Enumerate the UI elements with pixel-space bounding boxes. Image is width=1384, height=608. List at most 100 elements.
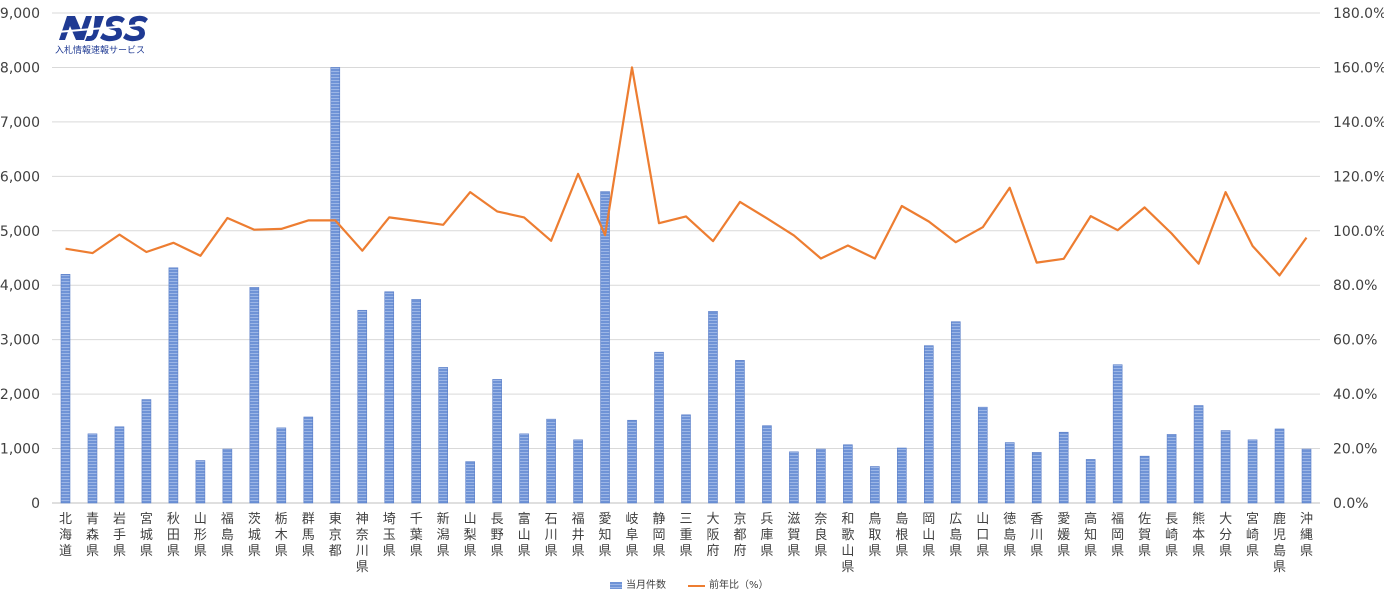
bar xyxy=(843,444,853,504)
bar xyxy=(330,67,341,504)
y-right-tick-label: 140.0% xyxy=(1333,115,1384,131)
bar xyxy=(141,399,152,504)
line-series xyxy=(65,66,1308,277)
bar xyxy=(222,448,233,504)
y-right-tick-label: 40.0% xyxy=(1333,387,1377,403)
bar xyxy=(1274,428,1285,504)
y-right-tick-label: 100.0% xyxy=(1333,224,1384,240)
bar xyxy=(357,309,368,504)
x-category-label: 秋田県 xyxy=(167,512,180,559)
x-category-label: 東京都 xyxy=(329,511,342,559)
legend-bar-swatch xyxy=(610,582,622,589)
y-right-tick-label: 120.0% xyxy=(1333,169,1384,185)
bar xyxy=(924,345,934,504)
x-category-label: 山口県 xyxy=(976,512,989,559)
x-category-label: 滋賀県 xyxy=(787,512,800,559)
bar xyxy=(411,299,422,504)
bar xyxy=(438,367,448,504)
bar xyxy=(276,427,287,504)
x-category-label: 新潟県 xyxy=(437,511,450,559)
bar xyxy=(950,321,961,504)
x-category-label: 三重県 xyxy=(679,512,692,559)
category-labels: 北海道 青森県 岩手県 宮城県 秋田県 山形県 福島県 茨城県 栃木県 群馬県 東京都 神奈川県 埼玉県… xyxy=(59,511,1313,575)
logo-mark xyxy=(56,15,153,42)
bar xyxy=(1004,442,1015,504)
x-category-label: 大分県 xyxy=(1219,512,1232,559)
bar xyxy=(303,416,314,504)
bar xyxy=(627,419,637,504)
bar xyxy=(681,414,691,504)
x-category-label: 長野県 xyxy=(491,512,504,559)
line-series-path xyxy=(65,66,1308,277)
bar xyxy=(168,267,179,504)
bar xyxy=(816,448,826,504)
y-left-tick-label: 0 xyxy=(31,496,40,512)
y-left-tick-label: 2,000 xyxy=(0,387,40,403)
bar xyxy=(1139,455,1150,504)
bar xyxy=(977,406,988,504)
bar xyxy=(195,460,206,504)
x-category-label: 広島県 xyxy=(949,512,962,559)
y-right-tick-label: 180.0% xyxy=(1333,6,1384,22)
x-category-label: 熊本県 xyxy=(1192,511,1205,559)
y-left-tick-label: 7,000 xyxy=(0,115,40,131)
bar xyxy=(573,439,583,504)
x-category-label: 大阪府 xyxy=(706,512,719,559)
x-category-label: 宮城県 xyxy=(140,511,153,559)
x-category-label: 山形県 xyxy=(194,512,207,559)
bar xyxy=(519,433,529,504)
y-left-tick-label: 4,000 xyxy=(0,278,40,294)
bar xyxy=(492,379,502,504)
legend: 当月件数 前年比（%） xyxy=(610,578,769,591)
bar xyxy=(60,274,71,504)
bar xyxy=(114,426,125,504)
x-category-label: 鳥取県 xyxy=(868,512,881,559)
x-category-label: 静岡県 xyxy=(653,512,666,559)
x-category-label: 佐賀県 xyxy=(1138,512,1151,559)
y-left-tick-label: 3,000 xyxy=(0,333,40,349)
x-category-label: 愛知県 xyxy=(599,512,612,559)
x-category-label: 茨城県 xyxy=(248,512,261,559)
logo-subtitle: 入札情報速報サービス xyxy=(55,46,146,56)
bar xyxy=(1193,405,1204,504)
x-category-label: 北海道 xyxy=(59,512,72,559)
x-category-label: 山梨県 xyxy=(464,512,477,559)
y-left-tick-label: 5,000 xyxy=(0,224,40,240)
x-category-label: 埼玉県 xyxy=(383,512,396,559)
legend-line-label: 前年比（%） xyxy=(709,578,769,591)
x-category-label: 京都府 xyxy=(733,512,746,559)
x-category-label: 鹿児島県 xyxy=(1273,511,1286,575)
bar xyxy=(762,425,772,504)
x-category-label: 奈良県 xyxy=(814,512,827,559)
y-left-tick-label: 9,000 xyxy=(0,6,40,22)
y-right-tick-label: 160.0% xyxy=(1333,60,1384,76)
y-left-tick-label: 8,000 xyxy=(0,60,40,76)
x-category-label: 富山県 xyxy=(518,511,531,559)
bar xyxy=(600,191,610,504)
x-category-label: 福岡県 xyxy=(1111,512,1124,559)
x-category-label: 福井県 xyxy=(572,512,585,559)
bar xyxy=(870,466,880,504)
x-category-label: 徳島県 xyxy=(1003,512,1016,559)
x-category-label: 沖縄県 xyxy=(1300,512,1313,559)
bar xyxy=(1085,459,1096,504)
y-right-tick-label: 60.0% xyxy=(1333,333,1377,349)
x-category-label: 岐阜県 xyxy=(626,512,639,559)
y-left-tick-label: 6,000 xyxy=(0,169,40,185)
bar xyxy=(789,451,799,504)
bar-series xyxy=(60,67,1312,504)
left-axis-ticks: 0 1,000 2,000 3,000 4,000 5,000 6,000 7,000 8,00… xyxy=(0,6,40,512)
x-category-label: 石川県 xyxy=(545,512,558,559)
bar xyxy=(249,287,260,504)
bar xyxy=(1031,452,1042,504)
bar xyxy=(897,447,907,504)
bar xyxy=(708,311,718,504)
bar xyxy=(546,418,556,504)
x-category-label: 高知県 xyxy=(1084,511,1097,559)
x-category-label: 愛媛県 xyxy=(1057,512,1070,559)
bar xyxy=(654,351,664,504)
y-right-tick-label: 80.0% xyxy=(1333,278,1377,294)
x-category-label: 和歌山県 xyxy=(841,512,854,575)
gridlines xyxy=(52,12,1320,504)
y-left-tick-label: 1,000 xyxy=(0,442,40,458)
